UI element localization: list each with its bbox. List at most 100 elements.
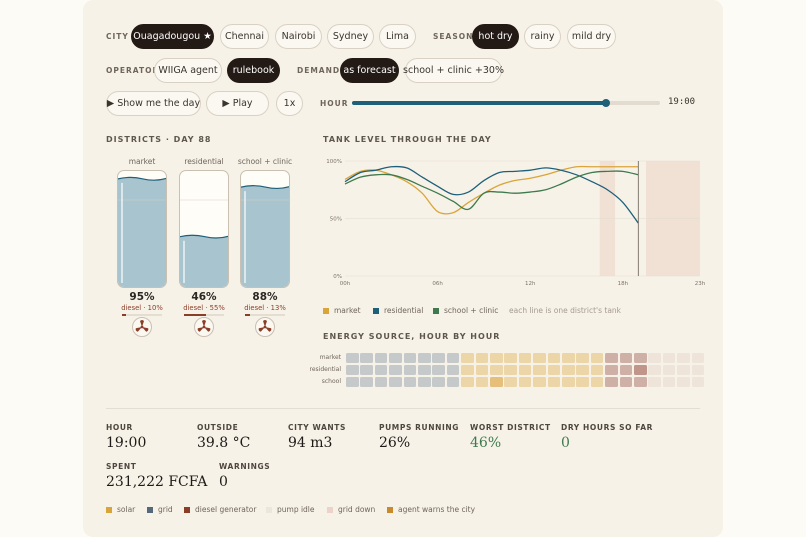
- pump-blade: [263, 320, 267, 327]
- energy-cell: [648, 377, 661, 387]
- demand-as-forecast-button[interactable]: as forecast: [340, 58, 399, 83]
- tank-water-fill: [241, 185, 289, 287]
- tank-water-fill: [118, 177, 166, 287]
- pump-rotor-icon: [258, 320, 272, 332]
- stat-warnings-label: WARNINGS: [219, 462, 271, 471]
- district-source: diesel · 13%: [244, 304, 286, 312]
- pump-hub: [202, 325, 206, 329]
- legend-label: pump idle: [277, 505, 315, 514]
- legend-item: diesel generator: [184, 505, 256, 514]
- energy-cell: [590, 365, 604, 375]
- series-line-residential: [344, 165, 639, 224]
- season-mild-dry-button[interactable]: mild dry: [567, 24, 616, 49]
- energy-cell: [547, 377, 561, 387]
- x-tick-label: 06h: [432, 281, 443, 287]
- energy-cell: [634, 365, 647, 375]
- energy-cell: [432, 365, 445, 375]
- energy-row-label: school: [321, 378, 341, 385]
- legend-label: agent warns the city: [398, 505, 476, 514]
- energy-cell: [576, 365, 589, 375]
- energy-cell: [374, 365, 388, 375]
- energy-cell: [619, 377, 633, 387]
- series-line-market: [344, 165, 639, 215]
- energy-cell: [619, 365, 633, 375]
- energy-cell: [446, 377, 460, 387]
- legend-label: residential: [384, 306, 424, 315]
- energy-cell: [374, 377, 388, 387]
- city-chennai-button[interactable]: Chennai: [220, 24, 269, 49]
- district-tank[interactable]: [179, 170, 229, 288]
- energy-cell: [490, 377, 503, 387]
- stat-city-wants-value: 94 m3: [288, 435, 333, 451]
- energy-cell: [461, 353, 474, 363]
- x-tick-label: 23h: [695, 281, 705, 287]
- city-sydney-button[interactable]: Sydney: [327, 24, 374, 49]
- chart-legend-item: residential: [373, 306, 423, 315]
- diesel-share-bar: [184, 314, 224, 316]
- legend-label: market: [334, 306, 361, 315]
- legend-swatch: [266, 506, 272, 513]
- energy-cell: [518, 377, 532, 387]
- energy-cell: [461, 377, 474, 387]
- energy-cell: [446, 353, 460, 363]
- diesel-share-fill: [184, 314, 206, 316]
- diesel-share-fill: [122, 314, 126, 316]
- city-nairobi-button[interactable]: Nairobi: [275, 24, 322, 49]
- divider: [106, 408, 700, 409]
- energy-cell: [418, 365, 431, 375]
- demand-school-clinic-button[interactable]: school + clinic +30%: [403, 58, 504, 83]
- districts-title: DISTRICTS · DAY 88: [106, 135, 212, 144]
- energy-cell: [346, 365, 359, 375]
- legend-item: grid: [147, 505, 173, 514]
- tank-water-surface: [241, 185, 289, 190]
- legend-label: school + clinic: [444, 306, 499, 315]
- city-ouagadougou-button[interactable]: Ouagadougou ★: [131, 24, 214, 49]
- energy-cell: [432, 377, 445, 387]
- stat-hour-label: HOUR: [106, 423, 133, 432]
- district-name: market: [128, 157, 156, 166]
- operator-label: OPERATOR: [106, 66, 160, 75]
- energy-cell: [662, 377, 676, 387]
- energy-cell: [504, 353, 517, 363]
- energy-cell: [605, 353, 618, 363]
- season-hot-dry-button[interactable]: hot dry: [472, 24, 519, 49]
- district-percent: 88%: [252, 291, 278, 303]
- stat-pumps-value: 26%: [379, 435, 411, 451]
- legend-swatch: [433, 307, 439, 314]
- stat-dry-value: 0: [561, 435, 570, 451]
- energy-cell: [518, 365, 532, 375]
- district-tank[interactable]: [117, 170, 167, 288]
- energy-cell: [619, 353, 633, 363]
- city-lima-button[interactable]: Lima: [379, 24, 416, 49]
- energy-cell: [590, 353, 604, 363]
- energy-cell: [605, 365, 618, 375]
- district-percent: 46%: [191, 291, 217, 303]
- stat-city-wants-label: CITY WANTS: [288, 423, 346, 432]
- energy-cell: [346, 377, 359, 387]
- pump-blade: [197, 327, 204, 332]
- operator-wiiga-agent-button[interactable]: WIIGA agent: [154, 58, 222, 83]
- y-tick-label: 50%: [330, 217, 342, 223]
- legend-label: diesel generator: [195, 505, 257, 514]
- district-tank[interactable]: [240, 170, 290, 288]
- pump-blade: [135, 327, 142, 332]
- energy-cell: [389, 353, 402, 363]
- energy-cell: [374, 353, 388, 363]
- hour-slider-handle[interactable]: [602, 99, 611, 107]
- tank-water-fill: [180, 235, 228, 287]
- energy-cell: [475, 377, 489, 387]
- speed-button[interactable]: 1x: [276, 91, 303, 116]
- pump-icon: [255, 317, 275, 337]
- season-rainy-button[interactable]: rainy: [524, 24, 561, 49]
- energy-cell: [403, 377, 417, 387]
- legend-item: agent warns the city: [387, 505, 475, 514]
- operator-rulebook-button[interactable]: rulebook: [227, 58, 280, 83]
- stat-pumps-label: PUMPS RUNNING: [379, 423, 460, 432]
- energy-cell: [547, 365, 561, 375]
- stat-worst-value: 46%: [470, 435, 502, 451]
- show-day-button[interactable]: ▶ Show me the day: [106, 91, 201, 116]
- hour-slider[interactable]: [352, 99, 660, 107]
- district-name: school + clinic: [237, 157, 293, 166]
- play-button[interactable]: ▶ Play: [206, 91, 269, 116]
- energy-cell: [403, 365, 417, 375]
